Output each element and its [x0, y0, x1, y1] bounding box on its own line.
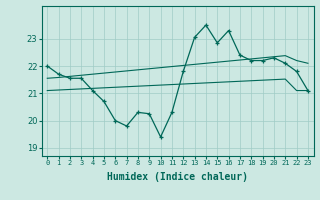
X-axis label: Humidex (Indice chaleur): Humidex (Indice chaleur) [107, 172, 248, 182]
